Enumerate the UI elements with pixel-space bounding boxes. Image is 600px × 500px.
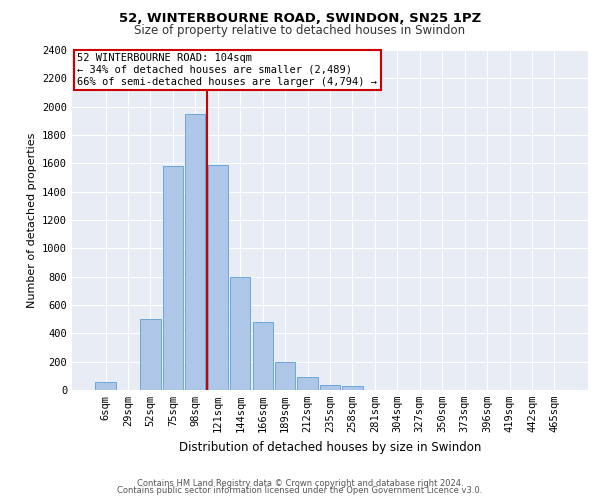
Bar [95,382,116,390]
Bar [343,386,362,390]
Bar [320,385,340,390]
Bar [208,165,228,390]
Bar [298,377,317,390]
X-axis label: Distribution of detached houses by size in Swindon: Distribution of detached houses by size … [179,440,481,454]
Y-axis label: Number of detached properties: Number of detached properties [26,132,37,308]
Text: 52, WINTERBOURNE ROAD, SWINDON, SN25 1PZ: 52, WINTERBOURNE ROAD, SWINDON, SN25 1PZ [119,12,481,26]
Text: Size of property relative to detached houses in Swindon: Size of property relative to detached ho… [134,24,466,37]
Bar [253,322,273,390]
Text: 52 WINTERBOURNE ROAD: 104sqm
← 34% of detached houses are smaller (2,489)
66% of: 52 WINTERBOURNE ROAD: 104sqm ← 34% of de… [77,54,377,86]
Text: Contains HM Land Registry data © Crown copyright and database right 2024.: Contains HM Land Registry data © Crown c… [137,478,463,488]
Bar [185,114,205,390]
Bar [275,362,295,390]
Bar [163,166,183,390]
Text: Contains public sector information licensed under the Open Government Licence v3: Contains public sector information licen… [118,486,482,495]
Bar [140,319,161,390]
Bar [230,276,250,390]
